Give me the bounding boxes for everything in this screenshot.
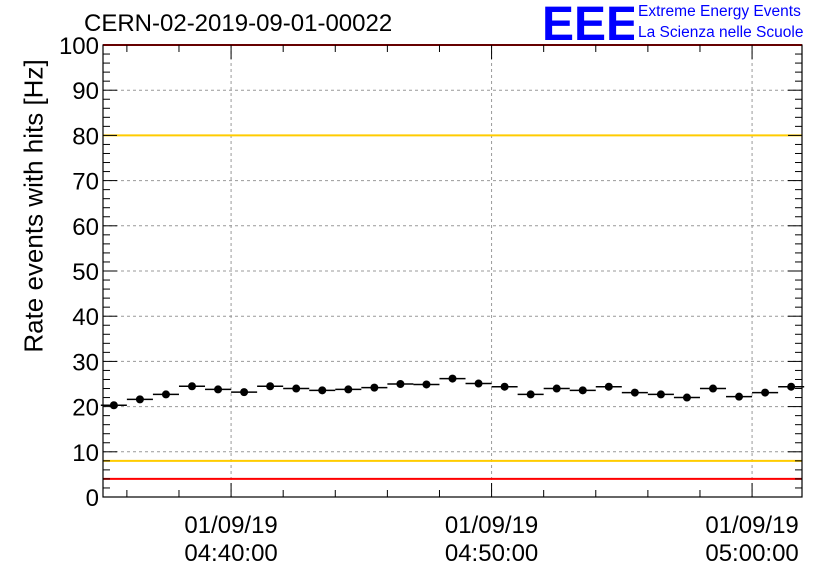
y-tick-label: 0 — [86, 485, 99, 512]
data-point — [318, 386, 327, 395]
data-point — [214, 385, 223, 394]
data-point — [448, 374, 457, 383]
data-point — [344, 385, 353, 394]
data-point — [630, 388, 639, 397]
y-tick-label: 90 — [72, 78, 99, 105]
y-tick-label: 10 — [72, 440, 99, 467]
y-axis-label: Rate events with hits [Hz] — [18, 59, 49, 353]
data-point — [266, 382, 275, 391]
x-tick-time-label: 04:40:00 — [184, 540, 277, 567]
data-point — [370, 383, 379, 392]
data-point — [422, 380, 431, 389]
data-point — [604, 382, 613, 391]
y-tick-label: 100 — [59, 33, 99, 60]
data-point — [552, 384, 561, 393]
data-point — [135, 395, 144, 404]
x-tick-labels: 01/09/1904:40:0001/09/1904:50:0001/09/19… — [184, 512, 798, 567]
x-tick-date-label: 01/09/19 — [705, 512, 798, 539]
data-point — [161, 390, 170, 399]
y-tick-label: 20 — [72, 395, 99, 422]
x-tick-date-label: 01/09/19 — [184, 512, 277, 539]
logo-line-1: Extreme Energy Events — [638, 3, 801, 20]
logo-text: EEE — [542, 0, 634, 44]
y-tick-label: 80 — [72, 123, 99, 150]
x-tick-time-label: 04:50:00 — [445, 540, 538, 567]
data-point — [787, 382, 796, 391]
data-point — [656, 390, 665, 399]
y-tick-labels: 0 10 20 30 40 50 60 70 80 90 100 — [59, 33, 99, 512]
x-tick-date-label: 01/09/19 — [445, 512, 538, 539]
y-tick-label: 50 — [72, 259, 99, 286]
data-points — [100, 374, 805, 410]
data-point — [578, 386, 587, 395]
data-point — [188, 382, 197, 391]
axis-ticks — [103, 44, 802, 498]
eee-logo: EEE — [542, 0, 634, 44]
data-point — [500, 382, 509, 391]
data-point — [761, 388, 770, 397]
logo-line-2: La Scienza nelle Scuole — [638, 24, 804, 41]
data-point — [682, 393, 691, 402]
data-point — [708, 384, 717, 393]
data-point — [474, 379, 483, 388]
y-tick-label: 30 — [72, 349, 99, 376]
x-tick-time-label: 05:00:00 — [705, 540, 798, 567]
grid-lines — [103, 45, 802, 497]
data-point — [109, 401, 118, 410]
chart-title: CERN-02-2019-09-01-00022 — [84, 10, 393, 37]
data-point — [396, 380, 405, 388]
data-point — [735, 392, 744, 401]
y-tick-label: 70 — [72, 169, 99, 196]
reference-lines — [103, 44, 802, 480]
y-tick-label: 60 — [72, 214, 99, 241]
data-point — [240, 388, 249, 397]
y-tick-label: 40 — [72, 304, 99, 331]
data-point — [292, 384, 301, 393]
data-point — [526, 390, 535, 399]
